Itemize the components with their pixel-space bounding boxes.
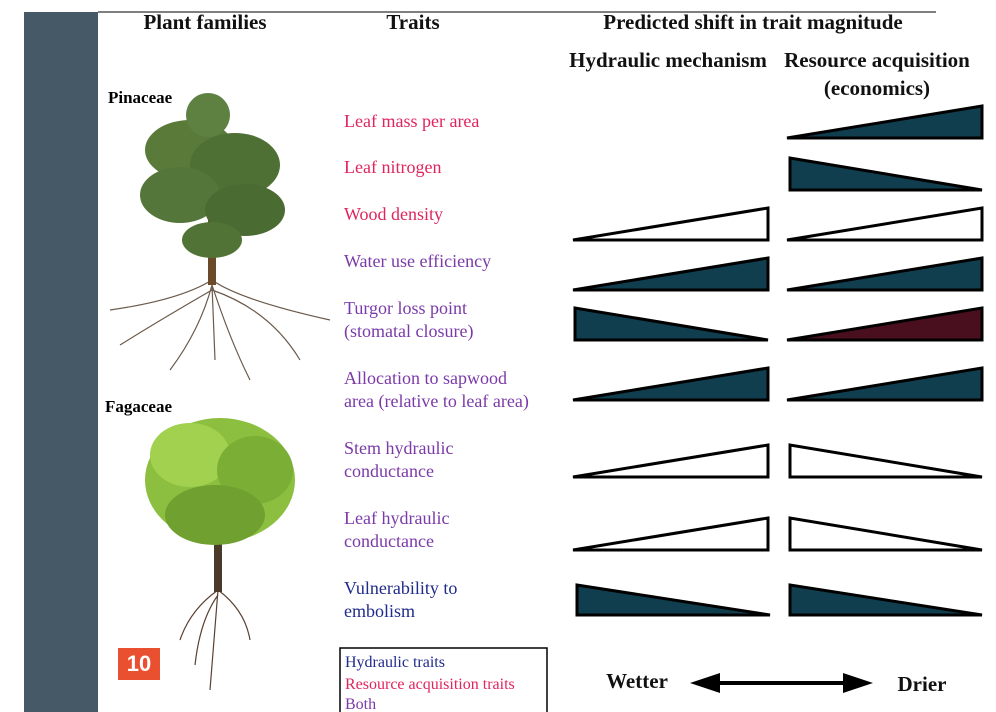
col-header: Traits [386, 10, 439, 34]
trait-label: Wood density [344, 204, 443, 224]
legend-item: Both [345, 696, 376, 712]
pine-tree [110, 93, 330, 380]
trait-label: (stomatal closure) [344, 321, 473, 342]
col-header: Plant families [143, 10, 266, 34]
trait-label: Leaf hydraulic [344, 508, 449, 528]
sub-header: Resource acquisition [784, 48, 970, 72]
family-label: Fagaceae [105, 397, 172, 416]
beech-tree [145, 418, 295, 690]
family-label: Pinaceae [108, 88, 173, 107]
side-bar [24, 12, 98, 712]
trait-label: Vulnerability to [344, 578, 457, 598]
trait-label: Stem hydraulic [344, 438, 453, 458]
trait-label: Turgor loss point [344, 298, 467, 318]
axis-left: Wetter [606, 669, 668, 693]
double-arrow [690, 673, 873, 693]
legend-item: Hydraulic traits [345, 654, 445, 671]
sub-header: Hydraulic mechanism [569, 48, 767, 72]
trait-label: conductance [344, 531, 434, 551]
trait-label: Water use efficiency [344, 251, 491, 271]
legend-item: Resource acquisition traits [345, 676, 515, 693]
figure: Plant families Traits Predicted shift in… [0, 0, 996, 712]
trait-label: conductance [344, 461, 434, 481]
trait-label: Leaf nitrogen [344, 157, 441, 177]
trait-label: area (relative to leaf area) [344, 391, 529, 412]
trait-label: embolism [344, 601, 415, 621]
trait-label: Leaf mass per area [344, 111, 479, 131]
axis-right: Drier [898, 672, 947, 696]
sub-header: (economics) [824, 76, 930, 100]
col-header: Predicted shift in trait magnitude [603, 10, 902, 34]
shift-triangles [573, 106, 982, 615]
trait-label: Allocation to sapwood [344, 368, 507, 388]
badge-text: 10 [127, 651, 151, 676]
